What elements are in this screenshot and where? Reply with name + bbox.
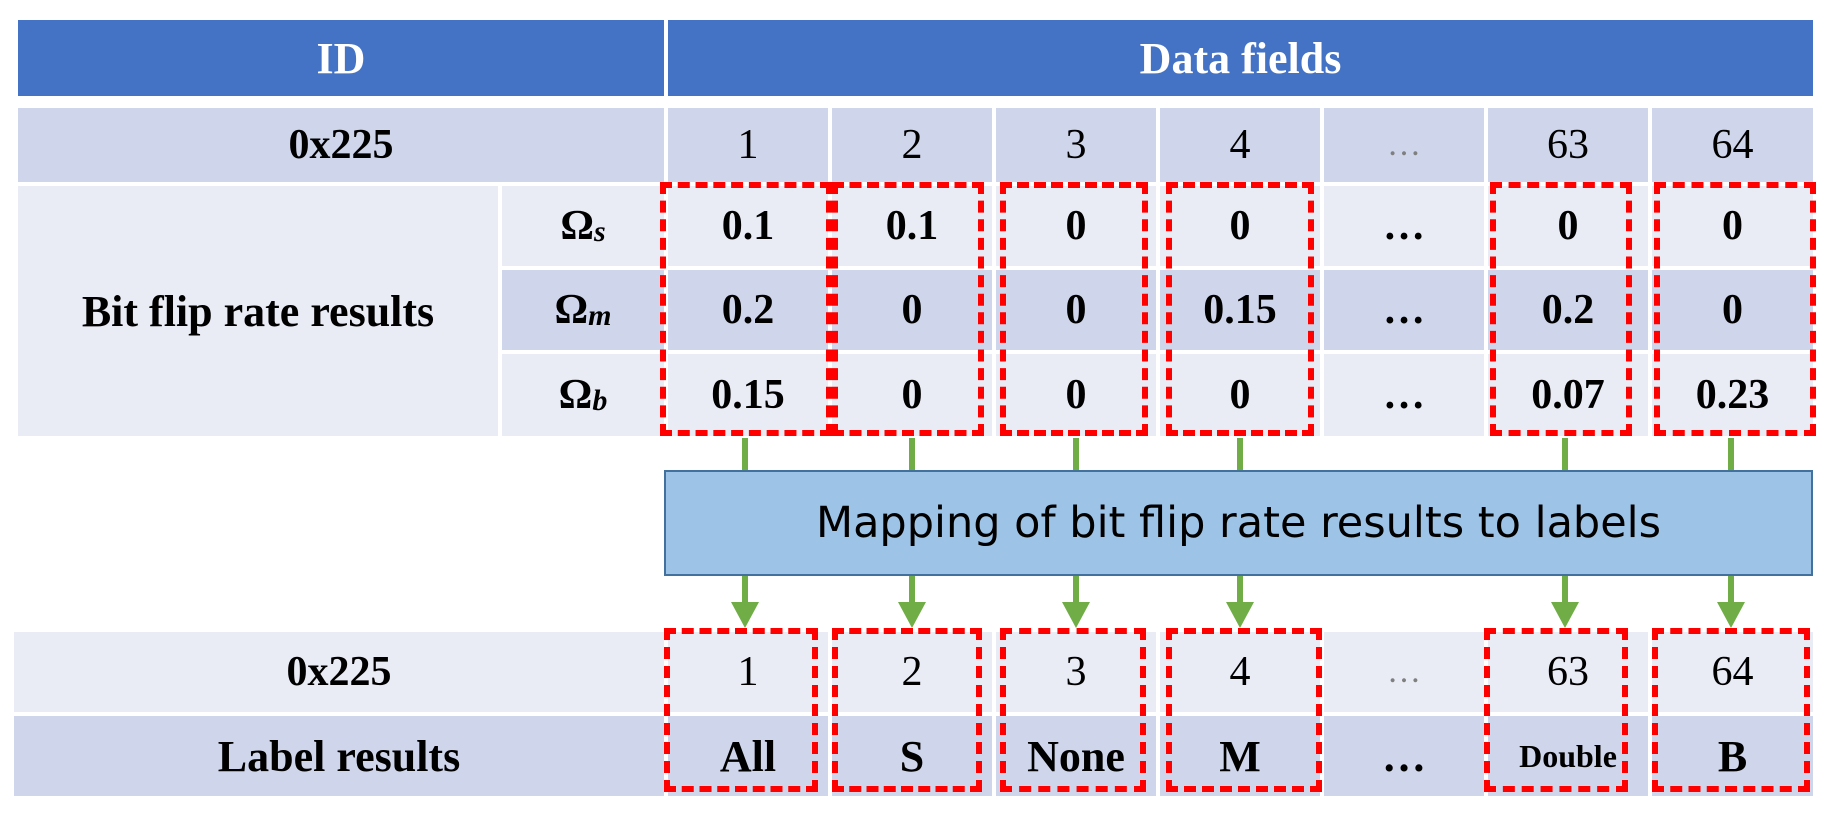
- bit-flip-value: 0.23: [1652, 354, 1813, 436]
- bit-flip-value: 0: [1652, 186, 1813, 266]
- bit-flip-value: 0: [996, 186, 1156, 266]
- bit-flip-value: 0: [832, 270, 992, 350]
- bit-flip-value: 0: [1160, 354, 1320, 436]
- id-header: ID: [18, 20, 664, 96]
- bit-flip-value: 0.15: [1160, 270, 1320, 350]
- arrow-head: [898, 602, 926, 628]
- field-number: 1: [668, 108, 828, 182]
- bit-flip-value: …: [1324, 270, 1484, 350]
- arrow-head: [1551, 602, 1579, 628]
- arrow-head: [1062, 602, 1090, 628]
- bit-flip-value: 0: [1652, 270, 1813, 350]
- label-result: B: [1652, 716, 1813, 796]
- label-result: S: [832, 716, 992, 796]
- field-number: 3: [996, 108, 1156, 182]
- omega-symbol: Ω: [554, 287, 589, 333]
- label-results-label: Label results: [14, 716, 664, 796]
- label-result: All: [668, 716, 828, 796]
- bottom-field-number: …: [1324, 632, 1484, 712]
- bit-flip-value: 0.1: [832, 186, 992, 266]
- omega-subscript: s: [593, 215, 606, 248]
- bottom-field-number: 63: [1488, 632, 1648, 712]
- bit-flip-value: 0: [832, 354, 992, 436]
- bit-flip-label: Bit flip rate results: [18, 186, 498, 436]
- bit-flip-value: 0.2: [1488, 270, 1648, 350]
- field-number: 64: [1652, 108, 1813, 182]
- id-value: 0x225: [18, 108, 664, 182]
- bottom-id-value: 0x225: [14, 632, 664, 712]
- mapping-box: Mapping of bit flip rate results to labe…: [664, 470, 1813, 576]
- bottom-field-number: 64: [1652, 632, 1813, 712]
- omega-subscript: b: [592, 384, 608, 417]
- bit-flip-value: 0.1: [668, 186, 828, 266]
- field-number: 63: [1488, 108, 1648, 182]
- bit-flip-value: 0: [1488, 186, 1648, 266]
- bit-flip-value: 0: [996, 270, 1156, 350]
- bit-flip-value: 0.15: [668, 354, 828, 436]
- label-result: …: [1324, 716, 1484, 796]
- field-number: 2: [832, 108, 992, 182]
- bit-flip-value: 0.07: [1488, 354, 1648, 436]
- omega-subscript: m: [588, 299, 612, 332]
- bottom-field-number: 1: [668, 632, 828, 712]
- bottom-field-number: 2: [832, 632, 992, 712]
- bottom-field-number: 4: [1160, 632, 1320, 712]
- omega-symbol: Ω: [560, 203, 594, 249]
- arrow-head: [731, 602, 759, 628]
- arrow-head: [1717, 602, 1745, 628]
- bit-flip-value: …: [1324, 186, 1484, 266]
- field-number: …: [1324, 108, 1484, 182]
- bit-flip-value: 0: [1160, 186, 1320, 266]
- label-result: M: [1160, 716, 1320, 796]
- label-result: None: [996, 716, 1156, 796]
- bit-flip-value: 0: [996, 354, 1156, 436]
- bit-flip-value: 0.2: [668, 270, 828, 350]
- data-fields-header: Data fields: [668, 20, 1813, 96]
- label-result: Double: [1488, 716, 1648, 796]
- omega-symbol: Ω: [558, 372, 593, 418]
- bottom-field-number: 3: [996, 632, 1156, 712]
- arrow-head: [1226, 602, 1254, 628]
- bit-flip-value: …: [1324, 354, 1484, 436]
- field-number: 4: [1160, 108, 1320, 182]
